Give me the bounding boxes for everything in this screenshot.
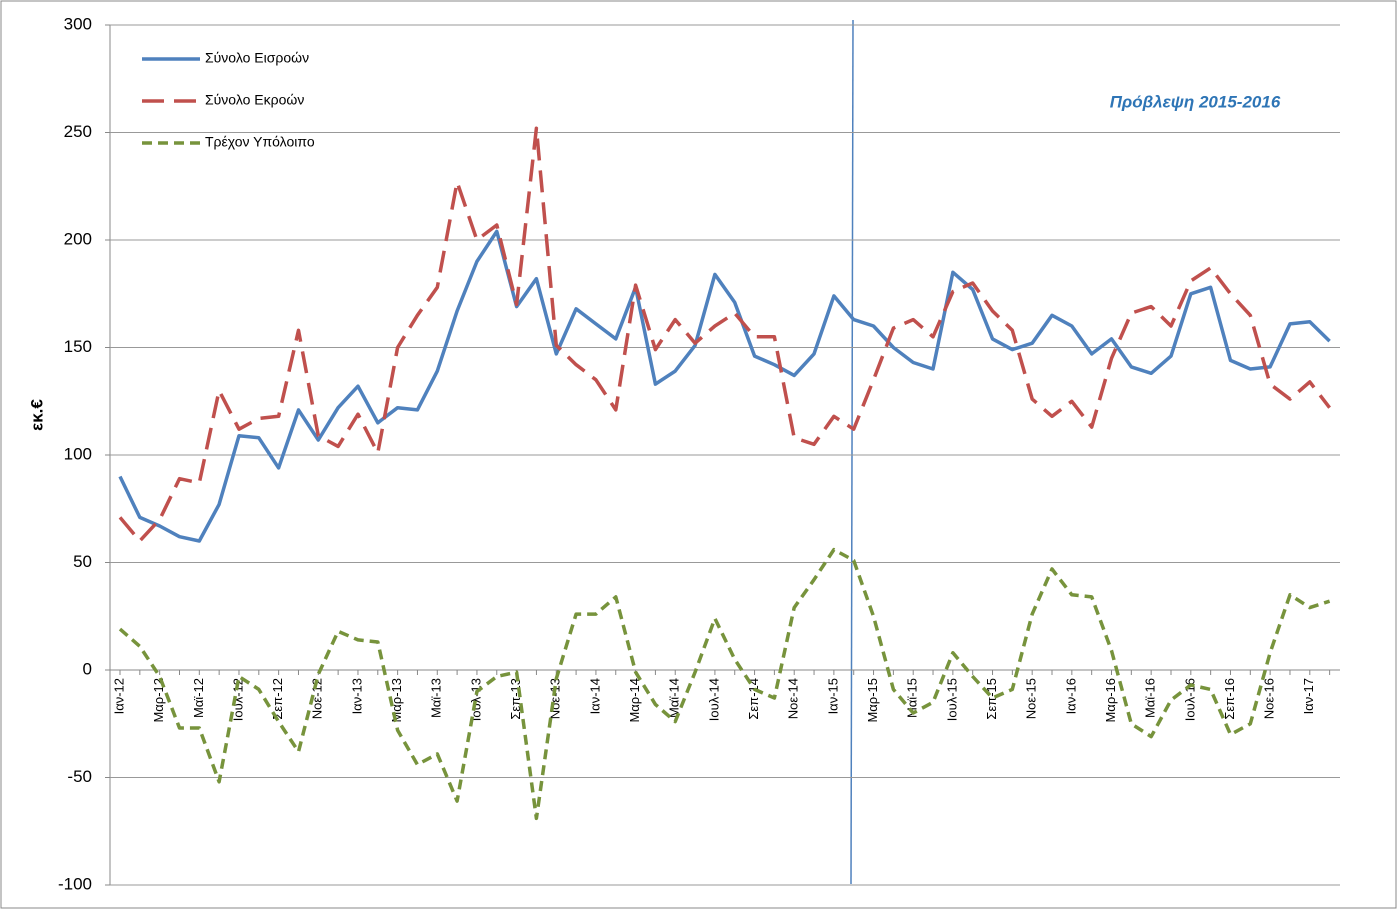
x-tick-label: Ιουλ-14 <box>706 678 721 721</box>
y-tick-label: 100 <box>64 444 92 463</box>
y-axis-title: εκ.€ <box>27 399 46 431</box>
x-tick-label: Μαρ-12 <box>151 678 166 723</box>
x-tick-label: Σεπ-13 <box>508 678 523 720</box>
x-tick-label: Μαϊ-12 <box>191 678 206 718</box>
y-tick-label: 50 <box>73 552 92 571</box>
y-tick-label: -100 <box>58 874 92 893</box>
x-tick-label: Μαϊ-13 <box>429 678 444 718</box>
x-tick-label: Μαρ-16 <box>1103 678 1118 723</box>
y-tick-label: 300 <box>64 14 92 33</box>
legend-label: Σύνολο Εκροών <box>205 92 304 108</box>
x-tick-label: Νοε-14 <box>786 678 801 719</box>
x-tick-label: Μαρ-14 <box>627 678 642 723</box>
x-tick-label: Ιουλ-13 <box>468 678 483 721</box>
y-tick-label: 200 <box>64 229 92 248</box>
x-tick-label: Ιαν-12 <box>111 678 126 714</box>
series-line <box>118 229 1331 543</box>
y-tick-label: 150 <box>64 337 92 356</box>
x-tick-label: Μαρ-15 <box>865 678 880 723</box>
x-tick-label: Μαϊ-14 <box>667 678 682 718</box>
x-tick-label: Σεπ-16 <box>1222 678 1237 720</box>
x-tick-label: Νοε-15 <box>1024 678 1039 719</box>
y-tick-label: -50 <box>67 767 92 786</box>
x-tick-label: Ιαν-13 <box>349 678 364 714</box>
x-tick-label: Νοε-13 <box>548 678 563 719</box>
y-tick-label: 250 <box>64 122 92 141</box>
x-tick-label: Ιαν-14 <box>587 678 602 714</box>
x-tick-label: Ιουλ-12 <box>230 678 245 721</box>
legend-label: Τρέχον Υπόλοιπο <box>205 134 315 150</box>
forecast-divider <box>850 19 854 885</box>
x-tick-label: Σεπ-14 <box>746 678 761 720</box>
series-line <box>118 126 1331 543</box>
series-line <box>118 547 1331 821</box>
x-tick-label: Ιαν-17 <box>1301 678 1316 714</box>
x-tick-label: Μαϊ-16 <box>1143 678 1158 718</box>
x-tick-label: Μαϊ-15 <box>905 678 920 718</box>
y-tick-label: 0 <box>83 659 92 678</box>
legend-label: Σύνολο Εισροών <box>205 50 309 66</box>
x-tick-label: Σεπ-12 <box>270 678 285 720</box>
x-tick-label: Ιουλ-15 <box>944 678 959 721</box>
x-tick-label: Ιαν-16 <box>1063 678 1078 714</box>
x-tick-label: Σεπ-15 <box>984 678 999 720</box>
x-tick-label: Ιαν-15 <box>825 678 840 714</box>
x-tick-label: Νοε-16 <box>1262 678 1277 719</box>
annotation: Πρόβλεψη 2015-2016 <box>1110 92 1281 111</box>
x-tick-label: Μαρ-13 <box>389 678 404 723</box>
